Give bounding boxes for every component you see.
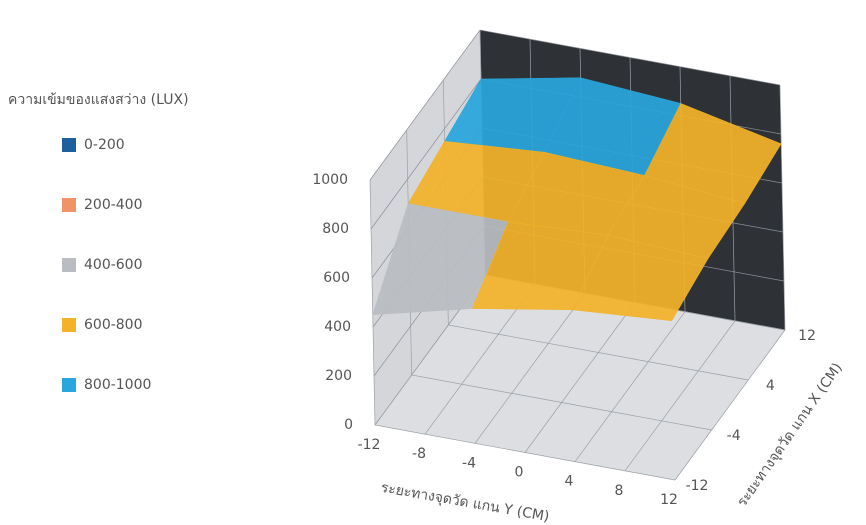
z-tick-label: 600 — [323, 270, 350, 286]
legend-swatch — [62, 318, 76, 332]
z-tick-label: 400 — [324, 319, 351, 335]
legend-label: 800-1000 — [84, 377, 151, 393]
legend-swatch — [62, 138, 76, 152]
legend-swatch — [62, 378, 76, 392]
z-tick-label: 1000 — [312, 172, 348, 188]
legend-label: 200-400 — [84, 197, 143, 213]
x-axis-title: ระยะทางจุดวัด แกน Y (CM) — [380, 480, 551, 525]
legend-label: 0-200 — [84, 137, 125, 153]
legend-label: 400-600 — [84, 257, 143, 273]
legend-swatch — [62, 198, 76, 212]
x-tick-label: 12 — [660, 492, 678, 508]
x-tick-label: -8 — [412, 446, 426, 462]
surface-cell — [571, 234, 709, 322]
y-tick-label: 4 — [766, 378, 775, 394]
legend: 0-200 200-400 400-600 600-800 800-1000 — [62, 137, 151, 393]
z-tick-label: 200 — [325, 368, 352, 384]
legend-label: 600-800 — [84, 317, 143, 333]
y-tick-label: -4 — [727, 428, 741, 444]
x-tick-label: 0 — [515, 465, 524, 481]
legend-swatch — [62, 258, 76, 272]
legend-title: ความเข้มของแสงสว่าง (LUX) — [8, 92, 189, 108]
x-tick-label: -4 — [462, 455, 476, 471]
y-tick-label: -12 — [686, 478, 709, 494]
z-tick-label: 0 — [344, 417, 353, 433]
x-tick-label: 4 — [565, 474, 574, 490]
z-tick-label: 800 — [322, 221, 349, 237]
x-tick-label: 8 — [615, 483, 624, 499]
y-tick-label: 12 — [798, 328, 816, 344]
y-axis-title: ระยะทางจุดวัด แกน X (CM) — [734, 360, 846, 510]
x-tick-label: -12 — [358, 437, 381, 453]
grid-line — [369, 179, 676, 481]
